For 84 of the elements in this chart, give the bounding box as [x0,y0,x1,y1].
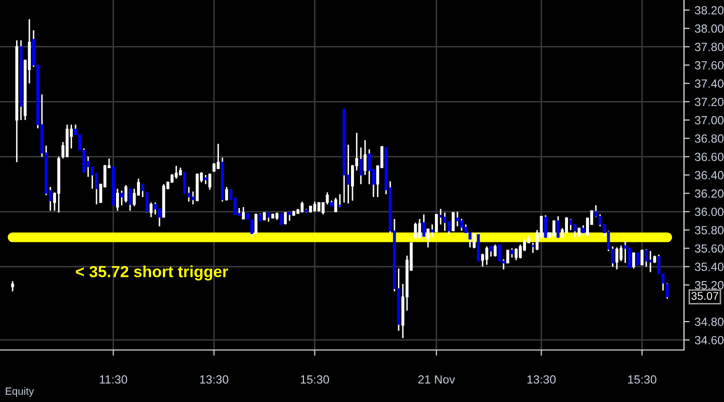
candlestick [216,143,220,170]
candlestick [418,218,422,240]
candlestick [648,250,652,273]
candlestick [141,183,144,198]
candlestick [514,248,518,261]
candlestick [552,220,556,238]
y-tick-label: 37.80 [694,42,724,52]
candlestick [267,212,270,222]
candlestick [204,174,208,185]
candlestick [490,246,492,258]
candlestick [300,200,304,214]
y-tick-label: 36.40 [694,171,724,180]
candlestick [154,202,157,216]
candlestick [334,197,338,212]
candlestick [506,250,510,264]
y-tick-label: 34.80 [694,318,724,326]
candlestick [494,244,497,258]
candlestick [426,228,430,248]
candlestick [472,232,476,249]
x-tick-label: 11:30 [100,375,128,384]
x-tick-label: 15:30 [300,375,330,384]
candlestick [460,218,464,232]
candlestick [338,194,342,208]
candlestick [414,222,417,240]
y-tick-label: 35.20 [694,280,724,290]
candlestick [620,244,623,262]
candlestick [624,240,627,264]
y-tick-label: 35.80 [694,226,724,234]
candlestick [565,216,568,234]
candlestick [464,224,468,236]
y-tick-label: 37.40 [694,79,724,88]
y-tick-label: 37.20 [694,98,724,106]
candlestick [317,202,320,212]
text: Equity [6,387,34,397]
y-tick-label: 36.00 [694,208,724,216]
y-tick-label: 37.00 [694,116,724,124]
candlestick [422,214,426,238]
y-tick-label: 36.60 [694,152,724,162]
candlestick [628,248,631,268]
x-tick-label: 21 Nov [418,375,456,384]
y-tick-label: 35.40 [694,262,724,272]
candlestick [578,227,581,238]
candlestick [183,172,186,194]
candlestick [254,212,258,234]
candlestick [208,173,212,190]
x-tick-label: 13:30 [527,375,556,384]
candlestick [242,206,245,220]
candlestick [225,186,228,202]
candlestick [615,246,618,270]
candlestick [573,224,576,238]
y-tick-label: 38.20 [694,6,724,14]
y-tick-label: 34.60 [694,336,724,344]
candlestick [443,212,446,232]
y-tick-label: 38.00 [694,24,724,33]
x-tick-label: 15:30 [628,375,656,384]
y-tick-label: 35.60 [694,244,724,253]
candlestick [120,190,124,206]
candlestick [359,146,362,185]
text: 35.07 [691,292,718,300]
candlestick [498,244,501,262]
candlestick [544,214,547,238]
candlestick [434,214,438,232]
candlestick [569,218,572,231]
candlestick [116,188,119,212]
y-tick-label: 36.20 [694,189,724,198]
candlestick [636,252,640,266]
y-tick-label: 36.80 [694,134,724,143]
candlestick [518,244,522,260]
candlestick [280,213,283,225]
candlestick [456,210,459,228]
candlestick [632,252,636,270]
y-tick-label: 37.60 [694,61,724,70]
x-tick-label: 13:30 [200,375,228,384]
candlestick [666,282,669,300]
candlestick [150,202,153,218]
candlestick [11,280,14,292]
candlestick [556,216,560,238]
candlestick [364,139,367,176]
candlestick [452,212,455,232]
annotation: < 35.72 short trigger [76,266,228,280]
candlestick [145,192,148,214]
candlestick [124,184,128,204]
candlestick [128,188,132,212]
candlestick [284,212,287,226]
